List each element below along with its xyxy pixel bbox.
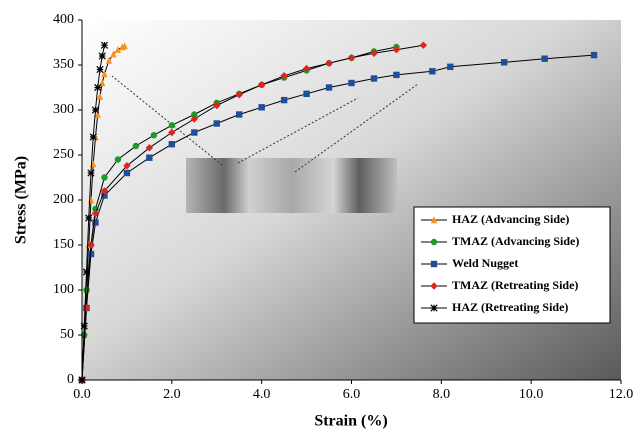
marker bbox=[89, 133, 97, 141]
y-tick-label: 50 bbox=[60, 327, 74, 342]
legend-label: TMAZ (Advancing Side) bbox=[452, 234, 579, 248]
marker bbox=[123, 169, 131, 177]
y-tick-label: 300 bbox=[53, 102, 74, 117]
marker bbox=[280, 96, 288, 104]
marker bbox=[501, 59, 508, 66]
marker bbox=[94, 110, 101, 118]
marker bbox=[280, 72, 288, 80]
y-tick-label: 350 bbox=[53, 57, 74, 72]
x-tick-label: 10.0 bbox=[519, 387, 544, 402]
marker bbox=[393, 71, 400, 79]
marker bbox=[146, 154, 153, 161]
marker bbox=[96, 65, 104, 74]
marker bbox=[132, 142, 140, 150]
marker bbox=[257, 81, 266, 89]
y-tick-label: 0 bbox=[67, 372, 74, 387]
marker bbox=[121, 42, 128, 50]
x-axis-title: Strain (%) bbox=[314, 413, 387, 430]
marker bbox=[101, 70, 108, 78]
marker bbox=[87, 250, 95, 258]
marker bbox=[430, 260, 438, 268]
marker bbox=[98, 52, 106, 60]
marker bbox=[87, 241, 95, 249]
marker bbox=[213, 120, 220, 127]
marker bbox=[429, 68, 436, 75]
marker bbox=[85, 214, 93, 222]
legend-label: HAZ (Retreating Side) bbox=[452, 300, 568, 314]
marker bbox=[191, 129, 198, 136]
marker bbox=[114, 156, 122, 163]
marker bbox=[145, 144, 154, 152]
marker bbox=[101, 174, 108, 181]
y-axis-title: Stress (MPa) bbox=[13, 156, 30, 244]
marker bbox=[236, 111, 243, 118]
marker bbox=[100, 187, 109, 195]
marker bbox=[123, 162, 131, 170]
marker bbox=[348, 79, 355, 87]
marker bbox=[94, 83, 102, 92]
marker bbox=[325, 84, 333, 91]
marker bbox=[168, 122, 176, 129]
marker bbox=[110, 50, 117, 58]
marker bbox=[370, 49, 378, 57]
y-tick-label: 400 bbox=[53, 12, 74, 27]
marker bbox=[235, 91, 243, 99]
legend-label: TMAZ (Retreating Side) bbox=[452, 278, 578, 292]
marker bbox=[325, 59, 333, 67]
marker bbox=[92, 219, 99, 226]
marker bbox=[370, 75, 378, 82]
marker bbox=[91, 209, 100, 218]
marker bbox=[114, 46, 122, 53]
marker bbox=[430, 282, 438, 290]
y-tick-label: 250 bbox=[53, 147, 74, 162]
x-tick-label: 2.0 bbox=[163, 387, 181, 402]
y-tick-label: 150 bbox=[53, 237, 74, 252]
marker bbox=[82, 304, 91, 312]
marker bbox=[150, 132, 158, 139]
marker bbox=[347, 54, 356, 62]
marker bbox=[168, 141, 176, 148]
marker bbox=[83, 286, 90, 294]
marker bbox=[590, 51, 598, 59]
marker bbox=[419, 41, 428, 49]
x-tick-label: 12.0 bbox=[609, 387, 634, 402]
x-tick-label: 4.0 bbox=[253, 387, 271, 402]
weld-image bbox=[186, 158, 397, 213]
marker bbox=[91, 106, 100, 114]
marker bbox=[303, 90, 310, 97]
marker bbox=[541, 55, 548, 62]
marker bbox=[447, 63, 454, 70]
marker bbox=[168, 128, 176, 137]
marker bbox=[392, 46, 401, 54]
marker bbox=[100, 41, 109, 49]
marker bbox=[213, 101, 221, 110]
pointer-arrows bbox=[111, 75, 419, 173]
marker bbox=[96, 92, 104, 100]
marker bbox=[430, 216, 438, 224]
y-tick-label: 100 bbox=[53, 282, 74, 297]
marker bbox=[430, 238, 438, 246]
marker bbox=[80, 322, 88, 330]
marker bbox=[430, 304, 438, 312]
legend-label: HAZ (Advancing Side) bbox=[452, 212, 569, 226]
marker bbox=[101, 192, 108, 199]
legend bbox=[413, 206, 611, 324]
legend-label: Weld Nugget bbox=[452, 256, 518, 270]
x-tick-label: 0.0 bbox=[73, 387, 91, 402]
marker bbox=[191, 111, 198, 118]
y-tick-label: 200 bbox=[53, 192, 74, 207]
marker bbox=[258, 104, 265, 111]
marker bbox=[105, 56, 113, 64]
marker bbox=[190, 115, 198, 123]
marker bbox=[302, 64, 311, 73]
x-tick-label: 8.0 bbox=[433, 387, 451, 402]
marker bbox=[87, 169, 95, 177]
marker bbox=[82, 268, 91, 276]
x-tick-label: 6.0 bbox=[343, 387, 361, 402]
